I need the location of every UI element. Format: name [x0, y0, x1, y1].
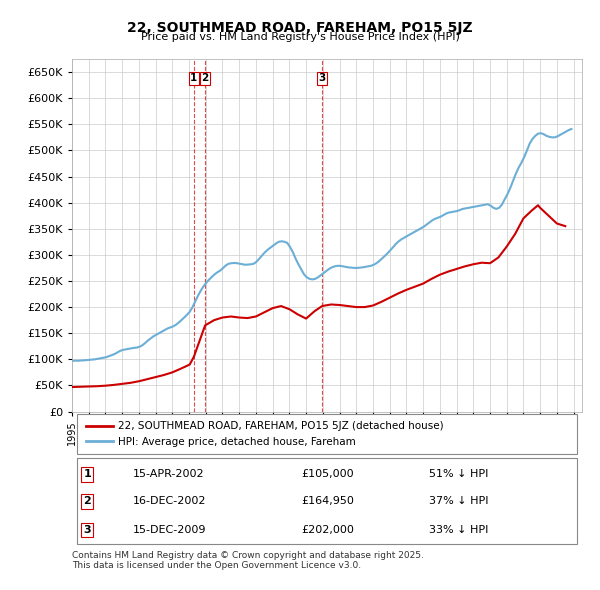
Text: 3: 3 — [83, 525, 91, 535]
Text: Contains HM Land Registry data © Crown copyright and database right 2025.
This d: Contains HM Land Registry data © Crown c… — [72, 551, 424, 571]
FancyBboxPatch shape — [77, 458, 577, 545]
Text: 3: 3 — [319, 73, 326, 83]
Text: £164,950: £164,950 — [302, 496, 355, 506]
FancyBboxPatch shape — [77, 414, 577, 454]
Text: £202,000: £202,000 — [302, 525, 355, 535]
Text: 2: 2 — [83, 496, 91, 506]
Text: 2: 2 — [202, 73, 209, 83]
Text: 22, SOUTHMEAD ROAD, FAREHAM, PO15 5JZ: 22, SOUTHMEAD ROAD, FAREHAM, PO15 5JZ — [127, 21, 473, 35]
Text: 37% ↓ HPI: 37% ↓ HPI — [429, 496, 488, 506]
Text: 51% ↓ HPI: 51% ↓ HPI — [429, 470, 488, 479]
Text: 1: 1 — [190, 73, 197, 83]
Text: 15-APR-2002: 15-APR-2002 — [133, 470, 205, 479]
Text: 16-DEC-2002: 16-DEC-2002 — [133, 496, 206, 506]
Text: 33% ↓ HPI: 33% ↓ HPI — [429, 525, 488, 535]
Text: £105,000: £105,000 — [302, 470, 354, 479]
Text: 1: 1 — [83, 470, 91, 479]
Text: 15-DEC-2009: 15-DEC-2009 — [133, 525, 206, 535]
Legend: 22, SOUTHMEAD ROAD, FAREHAM, PO15 5JZ (detached house), HPI: Average price, deta: 22, SOUTHMEAD ROAD, FAREHAM, PO15 5JZ (d… — [82, 417, 448, 451]
Text: Price paid vs. HM Land Registry's House Price Index (HPI): Price paid vs. HM Land Registry's House … — [140, 32, 460, 42]
